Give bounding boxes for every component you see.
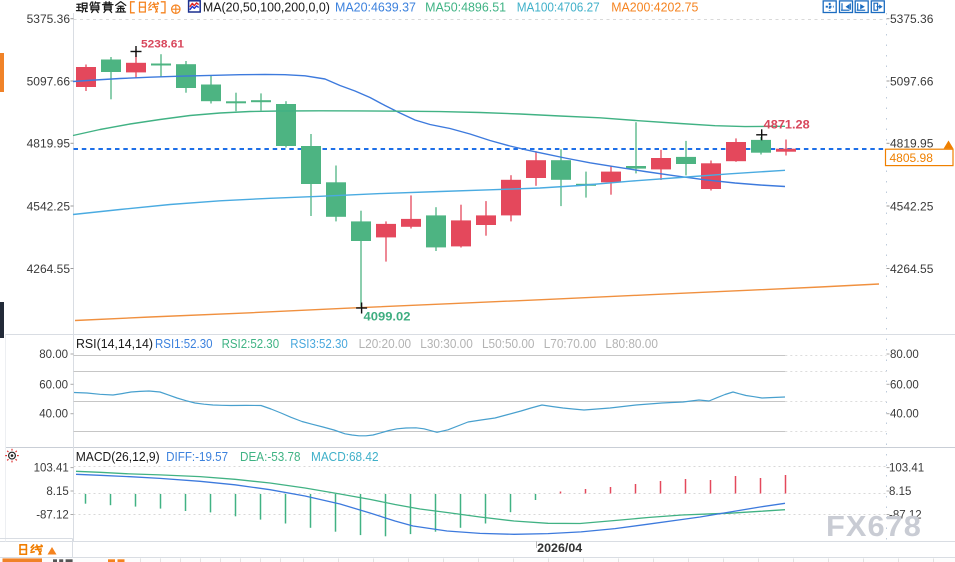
svg-text:5375.36: 5375.36 — [890, 12, 934, 26]
svg-text:5097.66: 5097.66 — [27, 74, 71, 88]
svg-text:L80:80.00: L80:80.00 — [605, 336, 658, 351]
svg-text:40.00: 40.00 — [39, 409, 68, 421]
svg-text:4819.95: 4819.95 — [27, 137, 71, 151]
svg-text:L20:20.00: L20:20.00 — [359, 336, 412, 351]
svg-text:DIFF:-19.57: DIFF:-19.57 — [166, 449, 228, 464]
svg-text:8.15: 8.15 — [889, 486, 911, 498]
svg-text:4542.25: 4542.25 — [27, 199, 71, 213]
svg-text:4264.55: 4264.55 — [890, 262, 934, 276]
svg-text:DEA:-53.78: DEA:-53.78 — [240, 449, 301, 464]
svg-text:MA200:4202.75: MA200:4202.75 — [611, 0, 698, 15]
svg-text:4819.95: 4819.95 — [890, 137, 934, 151]
svg-text:103.41: 103.41 — [889, 463, 924, 475]
svg-text:40.00: 40.00 — [890, 409, 919, 421]
svg-text:FX678: FX678 — [826, 511, 922, 543]
svg-text:80.00: 80.00 — [890, 349, 919, 361]
svg-text:103.41: 103.41 — [34, 463, 69, 475]
svg-text:80.00: 80.00 — [39, 349, 68, 361]
svg-text:MACD:68.42: MACD:68.42 — [311, 449, 379, 464]
svg-text:4805.98: 4805.98 — [890, 151, 934, 165]
svg-text:RSI(14,14,14): RSI(14,14,14) — [76, 336, 153, 351]
svg-text:MA(20,50,100,200,0,0): MA(20,50,100,200,0,0) — [203, 0, 330, 15]
svg-text:2026/04: 2026/04 — [537, 541, 582, 555]
svg-text:60.00: 60.00 — [39, 379, 68, 391]
svg-text:4542.25: 4542.25 — [890, 199, 934, 213]
svg-text:4264.55: 4264.55 — [27, 262, 71, 276]
svg-text:MA100:4706.27: MA100:4706.27 — [517, 0, 600, 15]
svg-text:8.15: 8.15 — [46, 486, 68, 498]
svg-text:MA50:4896.51: MA50:4896.51 — [425, 0, 506, 15]
svg-text:-87.12: -87.12 — [36, 510, 69, 522]
svg-text:60.00: 60.00 — [890, 379, 919, 391]
svg-text:RSI2:52.30: RSI2:52.30 — [222, 336, 280, 351]
svg-text:L70:70.00: L70:70.00 — [544, 336, 597, 351]
svg-text:5375.36: 5375.36 — [27, 12, 71, 26]
svg-text:4099.02: 4099.02 — [364, 312, 411, 324]
svg-text:RSI3:52.30: RSI3:52.30 — [290, 336, 348, 351]
svg-text:L50:50.00: L50:50.00 — [482, 336, 535, 351]
svg-text:MA20:4639.37: MA20:4639.37 — [335, 0, 416, 15]
svg-text:5238.61: 5238.61 — [141, 39, 184, 51]
svg-text:-87.12: -87.12 — [889, 510, 922, 522]
svg-text:L30:30.00: L30:30.00 — [420, 336, 473, 351]
svg-text:4871.28: 4871.28 — [764, 120, 811, 132]
svg-text:5097.66: 5097.66 — [890, 74, 934, 88]
svg-text:RSI1:52.30: RSI1:52.30 — [155, 336, 213, 351]
svg-text:MACD(26,12,9): MACD(26,12,9) — [76, 449, 160, 464]
